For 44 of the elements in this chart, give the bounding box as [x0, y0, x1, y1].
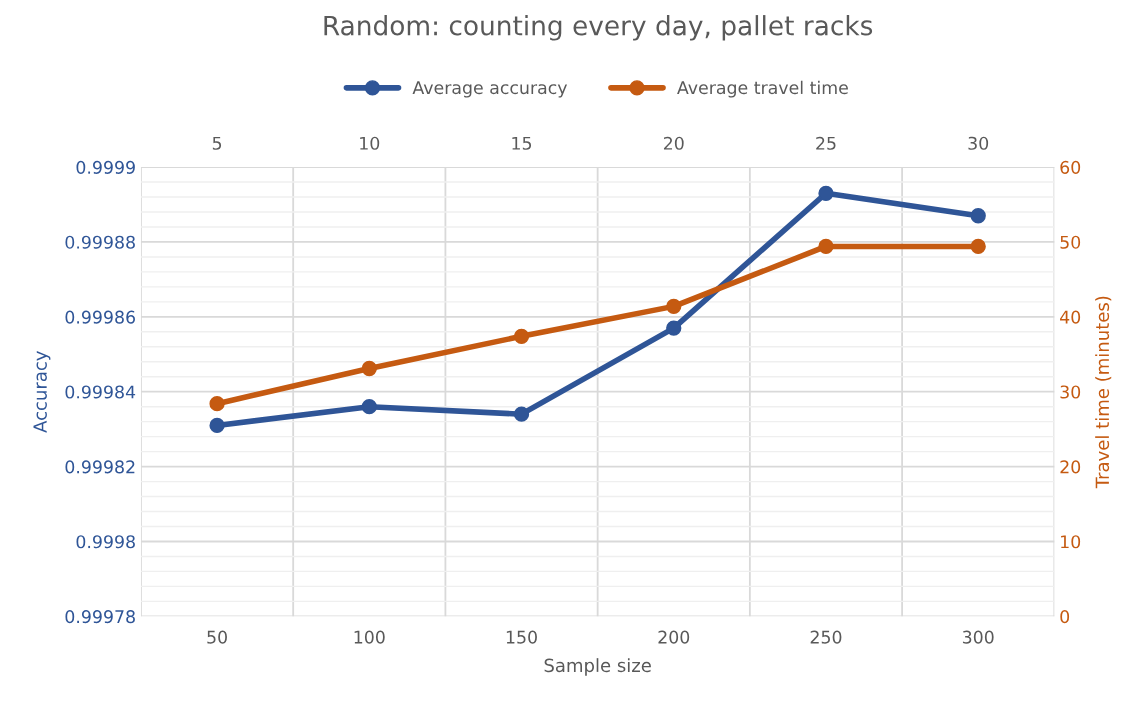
x-tick-label: 100 [354, 630, 385, 644]
y-tick-label: 0.99982 [65, 460, 135, 474]
y2-tick-label: 30 [1060, 385, 1081, 399]
x-tick-label: 200 [658, 630, 690, 644]
point [970, 238, 986, 255]
x2-tick-label: 5 [212, 136, 222, 150]
point [818, 185, 834, 201]
point [209, 417, 225, 434]
y2-axis-title: Travel time (minutes) [1095, 296, 1112, 489]
chart-title: Random: counting every day, pallet racks [324, 15, 873, 41]
y-tick-label: 0.99984 [65, 385, 136, 399]
y2-tick-label: 20 [1060, 460, 1081, 474]
point [513, 406, 530, 422]
point [209, 396, 225, 412]
legend-label: Average travel time [677, 80, 848, 98]
y2-tick-label: 60 [1060, 160, 1081, 174]
x-axis-title: Sample size [544, 658, 651, 676]
y2-tick-label: 50 [1060, 235, 1081, 249]
point [361, 360, 377, 377]
legend-label: Average accuracy [412, 81, 568, 98]
y-tick-label: 0.99978 [65, 610, 135, 624]
x2-tick-label: 25 [816, 136, 836, 150]
y-tick-label: 0.9998 [76, 535, 135, 549]
x-tick-label: 300 [962, 630, 994, 644]
y-axis-title: Accuracy [33, 351, 51, 433]
point [361, 399, 377, 415]
x-tick-label: 250 [810, 630, 842, 644]
x2-tick-label: 15 [512, 136, 532, 150]
x2-tick-label: 30 [968, 136, 989, 150]
point [970, 208, 986, 224]
y-tick-label: 0.99986 [65, 310, 135, 324]
point [666, 320, 682, 336]
y-tick-label: 0.99988 [65, 235, 135, 249]
x2-tick-label: 10 [360, 136, 380, 150]
x-tick-label: 150 [506, 630, 537, 644]
point [513, 328, 530, 344]
y2-tick-label: 40 [1060, 310, 1081, 324]
x2-tick-label: 20 [663, 136, 684, 150]
point [818, 238, 834, 255]
y2-tick-label: 0 [1060, 610, 1070, 624]
y2-tick-label: 10 [1061, 535, 1081, 549]
x-tick-label: 50 [207, 630, 227, 644]
y-tick-label: 0.9999 [76, 160, 135, 174]
point [666, 298, 682, 314]
